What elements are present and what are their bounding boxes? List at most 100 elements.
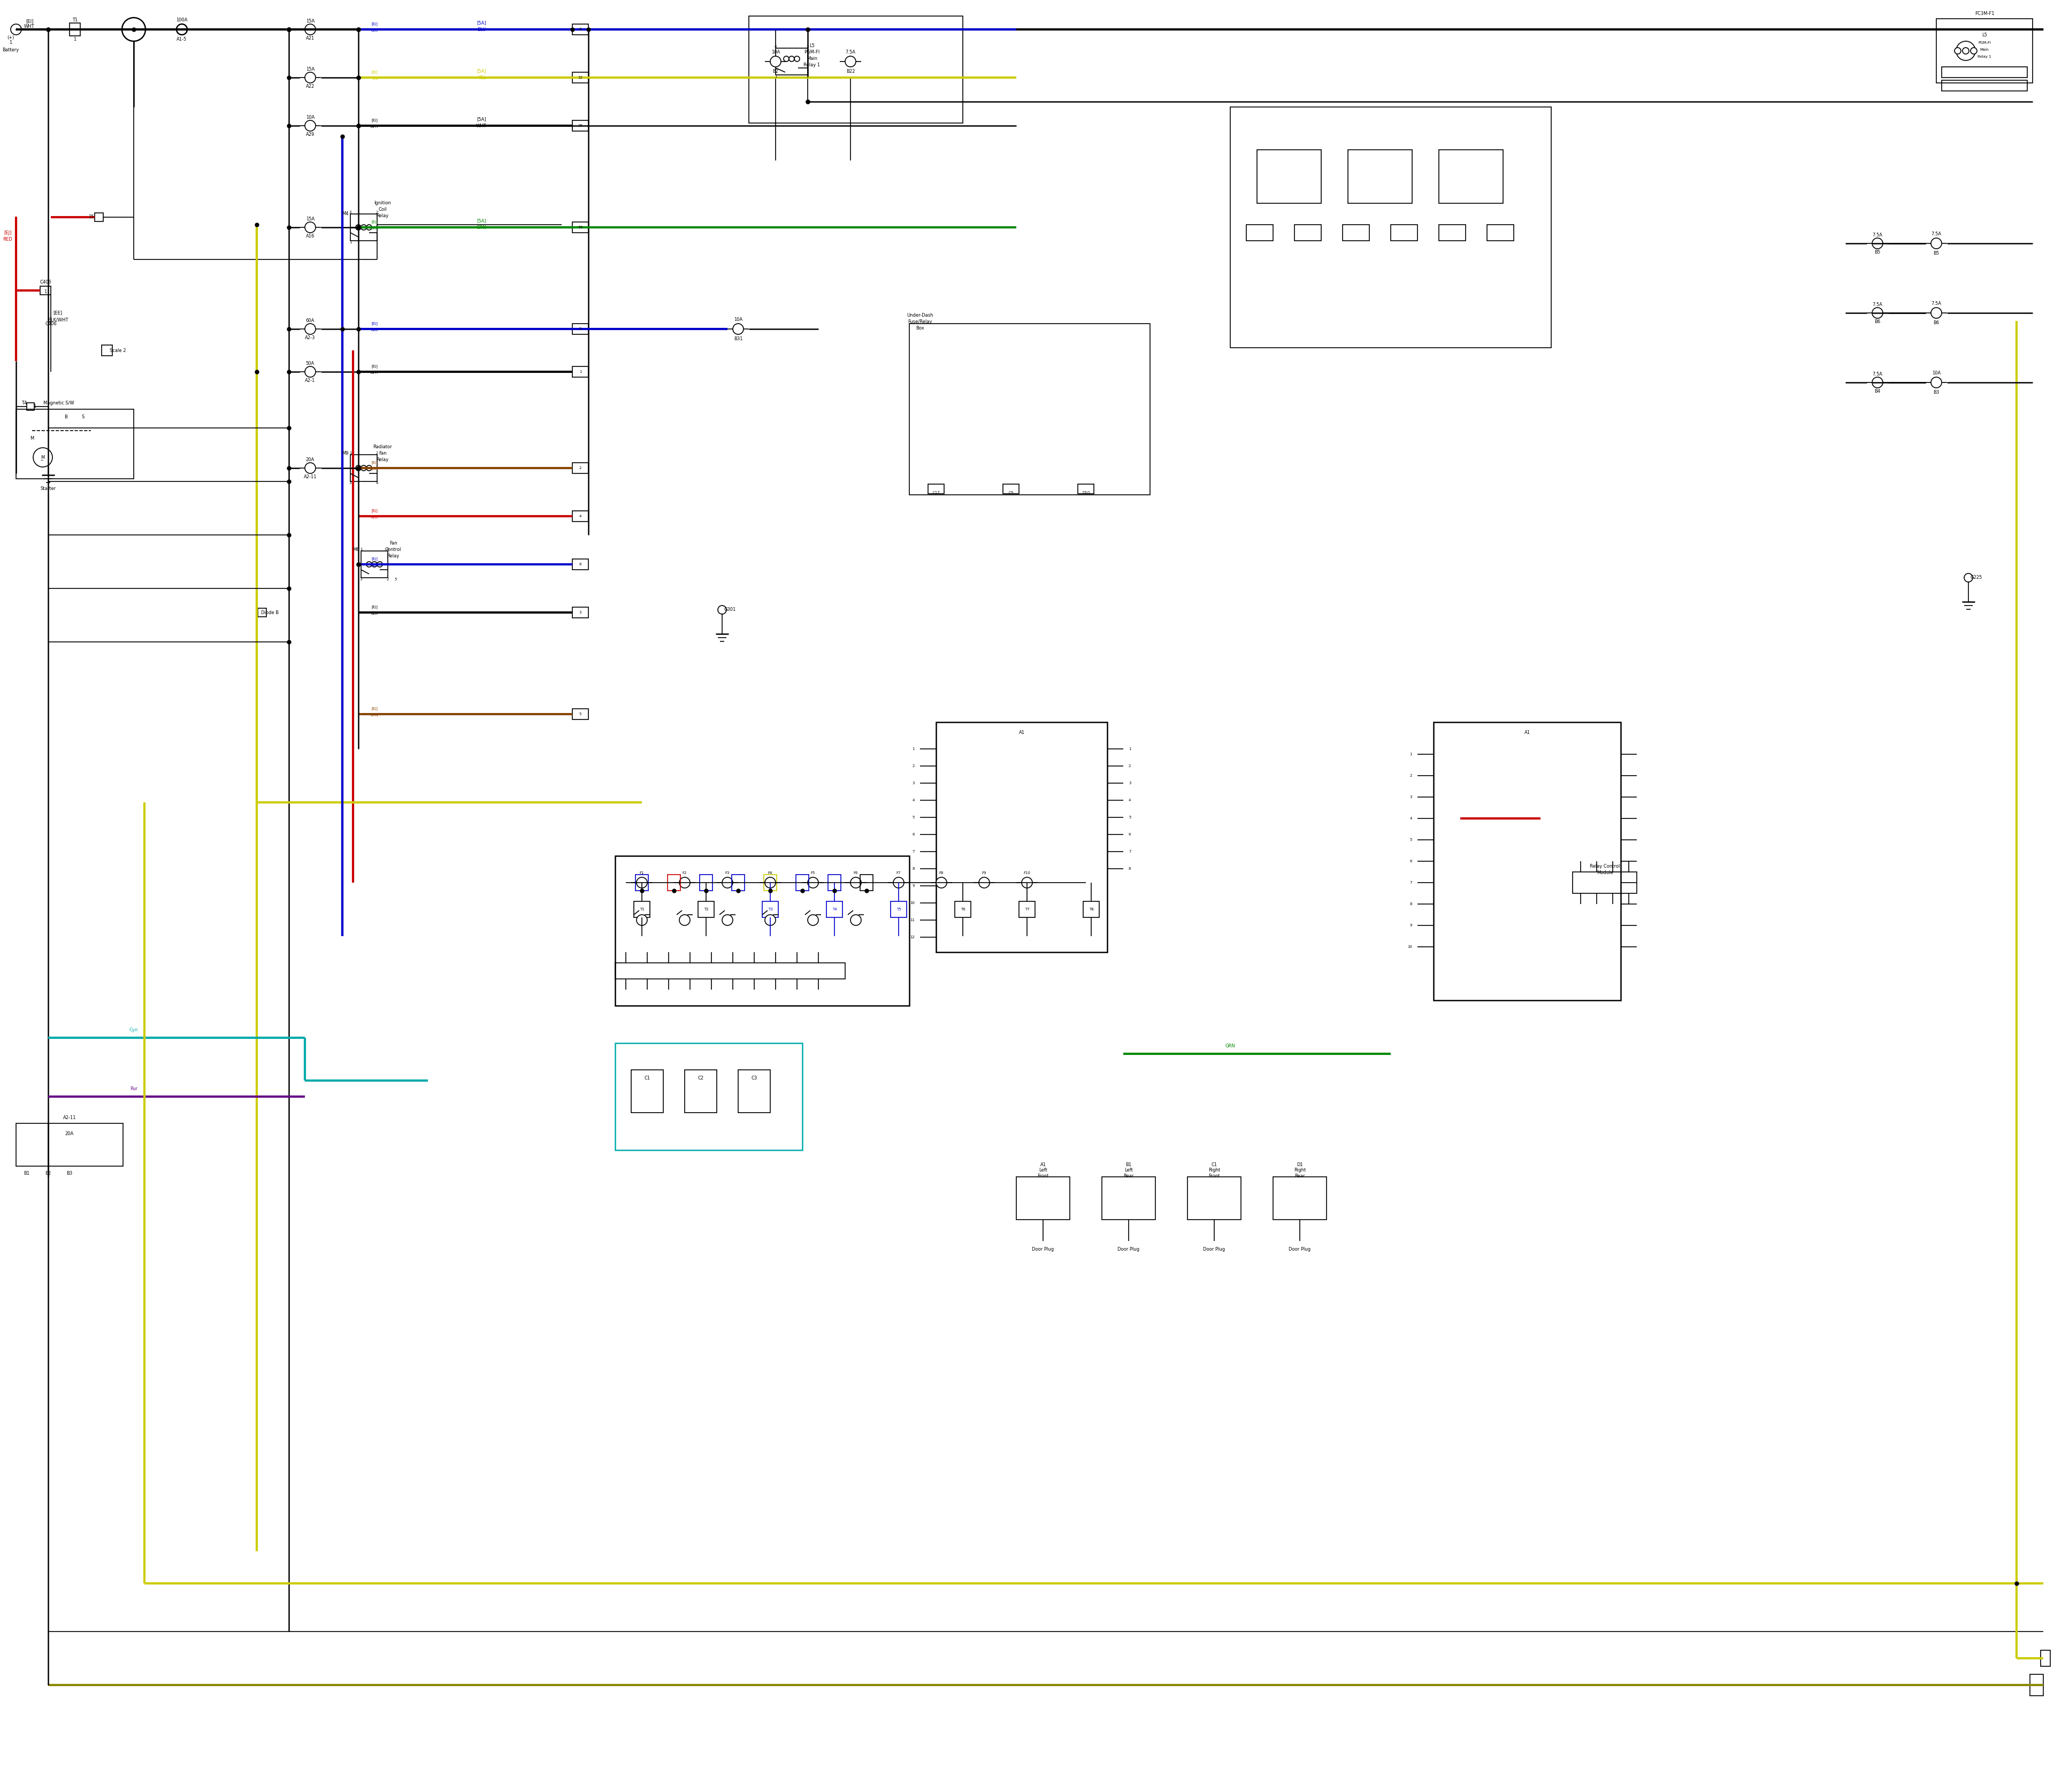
Text: [EJ]: [EJ] bbox=[372, 708, 378, 711]
Bar bbox=[573, 72, 587, 82]
Text: 7: 7 bbox=[1409, 882, 1413, 883]
Text: 2: 2 bbox=[376, 211, 378, 213]
Bar bbox=[737, 1070, 770, 1113]
Circle shape bbox=[366, 466, 372, 471]
Text: B          S: B S bbox=[66, 414, 84, 419]
Text: [5A]: [5A] bbox=[477, 219, 487, 224]
Text: 5: 5 bbox=[394, 577, 396, 581]
Text: T3: T3 bbox=[768, 909, 772, 910]
Text: 5: 5 bbox=[1128, 815, 1132, 819]
Circle shape bbox=[637, 914, 647, 925]
Text: [EJ]: [EJ] bbox=[372, 70, 378, 73]
Text: 1: 1 bbox=[1128, 747, 1132, 751]
Text: 3: 3 bbox=[1409, 796, 1413, 799]
Text: M4: M4 bbox=[341, 211, 349, 217]
Text: 3: 3 bbox=[912, 781, 914, 785]
Text: 1: 1 bbox=[912, 747, 914, 751]
Text: F6: F6 bbox=[854, 871, 859, 874]
Bar bbox=[1017, 1177, 1070, 1220]
Text: 2: 2 bbox=[579, 466, 581, 470]
Text: F4: F4 bbox=[768, 871, 772, 874]
Text: B1: B1 bbox=[25, 1172, 29, 1176]
Text: 6: 6 bbox=[579, 563, 581, 566]
Text: 10A: 10A bbox=[1933, 371, 1941, 375]
Text: WHT: WHT bbox=[370, 371, 378, 375]
Text: Module: Module bbox=[1596, 871, 1612, 876]
Text: 7.5A: 7.5A bbox=[1931, 231, 1941, 237]
Text: BRN: BRN bbox=[370, 713, 378, 717]
Text: C1: C1 bbox=[645, 1075, 651, 1081]
Bar bbox=[828, 874, 840, 891]
Text: L5: L5 bbox=[1982, 32, 1986, 38]
Text: 60A: 60A bbox=[306, 317, 314, 323]
Text: B3: B3 bbox=[1933, 389, 1939, 394]
Text: Box: Box bbox=[916, 326, 924, 330]
Bar bbox=[573, 120, 587, 131]
Bar bbox=[668, 874, 680, 891]
Text: YEL: YEL bbox=[477, 75, 485, 81]
Text: 10: 10 bbox=[910, 901, 914, 905]
Circle shape bbox=[723, 878, 733, 889]
Bar bbox=[351, 213, 378, 240]
Text: T8: T8 bbox=[1089, 909, 1093, 910]
Text: A21: A21 bbox=[306, 36, 314, 41]
Bar bbox=[762, 901, 778, 918]
Text: [EJ]: [EJ] bbox=[372, 606, 378, 609]
Bar bbox=[928, 484, 945, 495]
Text: G225: G225 bbox=[1970, 575, 1982, 581]
Text: Relay: Relay bbox=[376, 457, 388, 462]
Text: C2: C2 bbox=[698, 1075, 705, 1081]
Text: GRN: GRN bbox=[1226, 1043, 1234, 1048]
Text: Coil: Coil bbox=[378, 208, 386, 211]
Circle shape bbox=[177, 23, 187, 34]
Text: 5: 5 bbox=[912, 815, 914, 819]
Bar bbox=[101, 346, 113, 357]
Circle shape bbox=[850, 914, 861, 925]
Bar bbox=[776, 48, 807, 75]
Circle shape bbox=[378, 561, 382, 566]
Circle shape bbox=[366, 561, 372, 566]
Text: 1: 1 bbox=[359, 548, 362, 550]
Bar bbox=[1078, 484, 1095, 495]
Text: A1: A1 bbox=[1019, 731, 1025, 735]
Bar bbox=[910, 324, 1150, 495]
Text: L5: L5 bbox=[809, 43, 815, 48]
Circle shape bbox=[937, 878, 947, 889]
Text: 4: 4 bbox=[1128, 799, 1132, 801]
Text: 8: 8 bbox=[1128, 867, 1132, 871]
Text: Battery: Battery bbox=[2, 47, 18, 52]
Text: [EJ]: [EJ] bbox=[372, 364, 378, 367]
Text: F2: F2 bbox=[682, 871, 686, 874]
Text: [EJ]: [EJ] bbox=[372, 557, 378, 561]
Text: Relay: Relay bbox=[376, 213, 388, 219]
Bar bbox=[2040, 1650, 2050, 1667]
Text: 50A: 50A bbox=[306, 360, 314, 366]
Text: [EE]: [EE] bbox=[53, 310, 62, 315]
Text: A2-3: A2-3 bbox=[306, 335, 316, 340]
Text: Fuse/Relay: Fuse/Relay bbox=[908, 319, 933, 324]
Text: B2: B2 bbox=[772, 68, 778, 73]
Text: Relay 1: Relay 1 bbox=[1978, 56, 1990, 59]
Text: 7.5A: 7.5A bbox=[1873, 233, 1884, 237]
Text: [5A]: [5A] bbox=[477, 20, 487, 25]
Bar bbox=[362, 550, 388, 577]
Bar bbox=[573, 222, 587, 233]
Text: BLU: BLU bbox=[372, 29, 378, 32]
Text: 10: 10 bbox=[1407, 944, 1413, 948]
Text: 11: 11 bbox=[910, 919, 914, 921]
Text: 4: 4 bbox=[774, 45, 776, 48]
Circle shape bbox=[304, 72, 316, 82]
Text: 4: 4 bbox=[386, 548, 388, 550]
Bar bbox=[1082, 901, 1099, 918]
Circle shape bbox=[980, 878, 990, 889]
Bar bbox=[16, 409, 134, 478]
Bar bbox=[635, 874, 649, 891]
Bar bbox=[70, 23, 80, 36]
Text: 12: 12 bbox=[910, 935, 914, 939]
Bar bbox=[698, 901, 715, 918]
Text: [EJ]: [EJ] bbox=[372, 509, 378, 513]
Text: Fan: Fan bbox=[390, 541, 396, 545]
Bar bbox=[1257, 151, 1321, 202]
Circle shape bbox=[807, 914, 817, 925]
Circle shape bbox=[807, 878, 817, 889]
